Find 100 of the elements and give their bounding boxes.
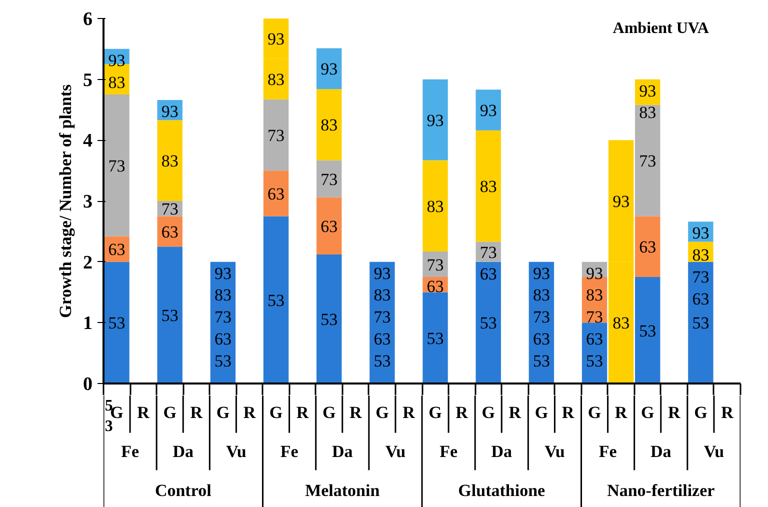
text: 63 — [320, 216, 338, 236]
text: 73 — [108, 156, 126, 176]
text: 53 — [374, 351, 391, 370]
bar — [157, 216, 182, 247]
text: 53 — [161, 306, 178, 326]
text: 63 — [268, 184, 285, 204]
x-tick-label: R — [456, 402, 469, 422]
bar — [316, 254, 342, 384]
text: 93 — [639, 81, 656, 100]
series-label: 83 — [639, 103, 656, 122]
text: 63 — [214, 329, 232, 348]
text: 93 — [612, 192, 630, 211]
text: 73 — [374, 308, 391, 327]
text: 73 — [586, 308, 604, 327]
bar — [476, 262, 501, 384]
x-tick-label: R — [721, 402, 734, 422]
text: Vu — [226, 442, 246, 461]
text: 53 — [320, 310, 338, 330]
text: 93 — [692, 224, 710, 243]
x-tick-label: R — [243, 402, 256, 422]
text: Fe — [598, 442, 618, 461]
text: 53 — [692, 314, 710, 333]
text: Da — [650, 442, 672, 461]
x-tick-label: G — [428, 402, 442, 422]
text: 73 — [320, 170, 338, 189]
series-label: 73 — [480, 242, 497, 262]
text: 53 — [426, 328, 444, 348]
text: Fe — [440, 442, 458, 461]
text: 83 — [480, 177, 497, 196]
x-tick-label: R — [296, 402, 310, 422]
text: 73 — [214, 308, 232, 327]
bar — [316, 197, 342, 255]
text: 63 — [692, 289, 710, 308]
y-tick-label: 2 — [83, 252, 92, 274]
text: 73 — [268, 126, 285, 145]
bar — [476, 130, 501, 242]
text: Vu — [385, 442, 406, 461]
text: 83 — [268, 70, 285, 90]
text: 53 — [268, 290, 285, 310]
text: 73 — [639, 152, 656, 171]
text: 83 — [612, 314, 630, 333]
text: Nano-fertilizer — [607, 481, 716, 500]
y-tick-label: 4 — [83, 130, 93, 152]
x-tick-label: G — [640, 402, 654, 422]
x-tick-label: R — [190, 402, 204, 422]
bar — [104, 94, 130, 236]
text: Glutathione — [458, 481, 546, 500]
bar — [634, 104, 660, 216]
text: 93 — [532, 264, 550, 283]
y-tick-label: 5 — [83, 70, 92, 91]
text: Da — [332, 442, 354, 461]
text: 53 — [214, 351, 232, 370]
text: 83 — [532, 286, 550, 305]
x-tick-label: R — [137, 402, 150, 422]
x-tick-label: R — [614, 402, 628, 422]
text: 83 — [320, 116, 338, 135]
bar — [634, 216, 660, 278]
text: Fe — [121, 442, 140, 461]
text: Control — [154, 481, 212, 500]
text: 73 — [692, 267, 710, 286]
x-tick-label: R — [668, 402, 682, 422]
x-tick-label: G — [534, 402, 548, 422]
x-tick-label: G — [322, 402, 336, 422]
x-tick-label: G — [163, 402, 176, 422]
text: 53 — [108, 314, 126, 333]
bar — [316, 48, 342, 90]
text: 93 — [374, 264, 391, 283]
bar — [476, 90, 501, 130]
text: 63 — [374, 329, 391, 348]
text: 53 — [480, 314, 497, 333]
bar — [157, 120, 182, 201]
bar — [263, 216, 289, 384]
text: 93 — [480, 101, 497, 120]
y-tick-label: 3 — [83, 192, 92, 212]
text: Melatonin — [305, 481, 380, 500]
x-tick-label: R — [350, 402, 363, 422]
x-tick-label: G — [588, 402, 602, 422]
text: 63 — [108, 240, 126, 260]
text: Da — [172, 442, 194, 461]
text: Fe — [280, 442, 299, 461]
bar — [263, 170, 289, 216]
x-tick-label: G — [482, 402, 495, 422]
y-tick-label: 6 — [83, 9, 92, 30]
text: 83 — [108, 72, 126, 92]
bar — [316, 89, 342, 160]
bar — [157, 246, 182, 384]
text: 53 — [639, 321, 656, 340]
x-tick-label: G — [269, 402, 283, 422]
x-tick-label: R — [402, 402, 416, 422]
text: 93 — [214, 264, 232, 283]
bar — [263, 99, 289, 171]
bar — [422, 160, 448, 252]
x-tick-label: G — [216, 402, 230, 422]
x-tick-label: R — [562, 402, 575, 422]
text: Vu — [544, 442, 565, 461]
text: 83 — [586, 286, 604, 305]
text: 63 — [586, 329, 604, 348]
text: 63 — [532, 329, 550, 348]
text: 63 — [480, 264, 497, 284]
chart-title: Ambient UVA — [612, 20, 710, 37]
